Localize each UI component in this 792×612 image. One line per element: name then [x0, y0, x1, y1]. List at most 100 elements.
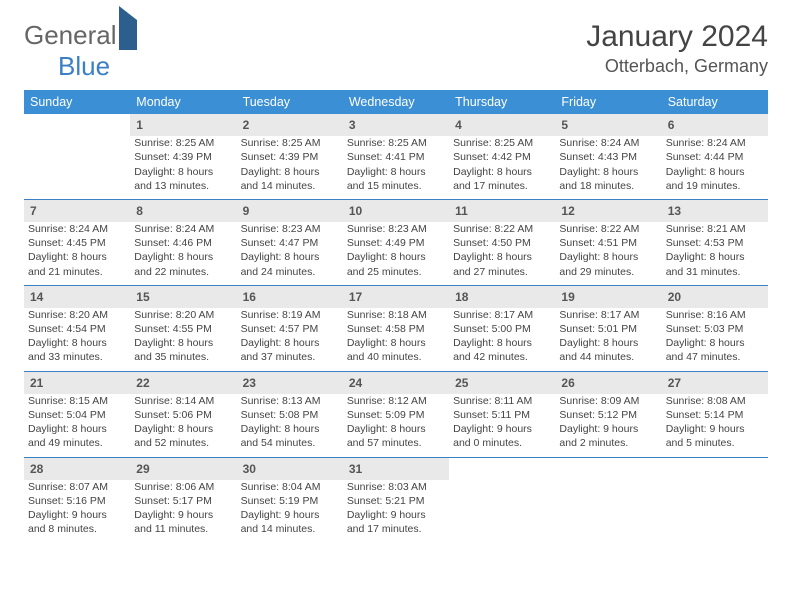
day-cell: Sunrise: 8:17 AMSunset: 5:01 PMDaylight:…: [555, 308, 661, 371]
day-cell: [555, 480, 661, 543]
day-cell-line: Daylight: 8 hours: [453, 250, 551, 264]
day-number: [24, 114, 130, 136]
day-number: [449, 458, 555, 480]
day-cell-line: Sunrise: 8:24 AM: [134, 222, 232, 236]
day-cell-line: Sunset: 5:01 PM: [559, 322, 657, 336]
day-cell-line: and 40 minutes.: [347, 350, 445, 364]
day-number: 13: [662, 200, 768, 222]
day-cell-line: Sunset: 5:14 PM: [666, 408, 764, 422]
day-cell-line: and 49 minutes.: [28, 436, 126, 450]
day-cell-line: Sunrise: 8:16 AM: [666, 308, 764, 322]
day-cell-line: Sunset: 5:06 PM: [134, 408, 232, 422]
day-cell-line: and 25 minutes.: [347, 265, 445, 279]
day-cell-line: Sunset: 4:39 PM: [241, 150, 339, 164]
day-cell: Sunrise: 8:16 AMSunset: 5:03 PMDaylight:…: [662, 308, 768, 371]
day-number: [662, 458, 768, 480]
day-cell-line: and 14 minutes.: [241, 179, 339, 193]
day-cell: Sunrise: 8:07 AMSunset: 5:16 PMDaylight:…: [24, 480, 130, 543]
day-cell: Sunrise: 8:25 AMSunset: 4:42 PMDaylight:…: [449, 136, 555, 199]
day-cell-line: Sunrise: 8:24 AM: [28, 222, 126, 236]
logo-triangle-icon: [119, 6, 137, 50]
day-cell-line: Sunrise: 8:24 AM: [666, 136, 764, 150]
day-cell-line: Daylight: 8 hours: [453, 165, 551, 179]
day-number: 2: [237, 114, 343, 136]
day-cell-line: Sunset: 4:45 PM: [28, 236, 126, 250]
daynum-row: 123456: [24, 114, 768, 136]
day-cell-line: Sunrise: 8:17 AM: [453, 308, 551, 322]
day-cell-line: Daylight: 8 hours: [347, 336, 445, 350]
day-cell-line: Daylight: 9 hours: [347, 508, 445, 522]
day-cell-line: Daylight: 8 hours: [241, 165, 339, 179]
day-cell-line: Sunset: 5:08 PM: [241, 408, 339, 422]
day-cell: Sunrise: 8:13 AMSunset: 5:08 PMDaylight:…: [237, 394, 343, 457]
day-number: 31: [343, 458, 449, 480]
day-cell-line: Sunrise: 8:15 AM: [28, 394, 126, 408]
day-cell-line: and 11 minutes.: [134, 522, 232, 536]
day-cell-line: Sunrise: 8:22 AM: [559, 222, 657, 236]
day-cell-line: and 42 minutes.: [453, 350, 551, 364]
day-cell-line: Daylight: 8 hours: [347, 165, 445, 179]
day-cell-line: Sunrise: 8:25 AM: [347, 136, 445, 150]
day-cell-line: Daylight: 8 hours: [559, 250, 657, 264]
day-number: 28: [24, 458, 130, 480]
dayname-header: Sunday: [24, 90, 130, 114]
day-cell-line: and 18 minutes.: [559, 179, 657, 193]
day-cell: Sunrise: 8:24 AMSunset: 4:46 PMDaylight:…: [130, 222, 236, 285]
day-cell-line: Sunset: 5:21 PM: [347, 494, 445, 508]
day-cell: Sunrise: 8:03 AMSunset: 5:21 PMDaylight:…: [343, 480, 449, 543]
day-cell: Sunrise: 8:18 AMSunset: 4:58 PMDaylight:…: [343, 308, 449, 371]
day-cell: Sunrise: 8:20 AMSunset: 4:54 PMDaylight:…: [24, 308, 130, 371]
day-cell-line: and 17 minutes.: [453, 179, 551, 193]
day-cell-line: Sunrise: 8:08 AM: [666, 394, 764, 408]
day-cell-line: and 22 minutes.: [134, 265, 232, 279]
day-number: 27: [662, 372, 768, 394]
calendar-table: SundayMondayTuesdayWednesdayThursdayFrid…: [24, 90, 768, 542]
dayname-header: Friday: [555, 90, 661, 114]
day-number: 25: [449, 372, 555, 394]
day-cell-line: Sunset: 5:16 PM: [28, 494, 126, 508]
day-number: 9: [237, 200, 343, 222]
day-cell-line: Sunset: 4:44 PM: [666, 150, 764, 164]
daynum-row: 21222324252627: [24, 372, 768, 394]
day-cell: Sunrise: 8:17 AMSunset: 5:00 PMDaylight:…: [449, 308, 555, 371]
day-cell-line: Daylight: 9 hours: [134, 508, 232, 522]
day-number: 29: [130, 458, 236, 480]
day-cell-line: and 5 minutes.: [666, 436, 764, 450]
title-block: January 2024 Otterbach, Germany: [586, 20, 768, 77]
day-cell: Sunrise: 8:06 AMSunset: 5:17 PMDaylight:…: [130, 480, 236, 543]
day-cell-line: and 15 minutes.: [347, 179, 445, 193]
logo: General Blue: [24, 20, 137, 82]
day-number: 3: [343, 114, 449, 136]
day-cell-line: Sunset: 5:11 PM: [453, 408, 551, 422]
day-cell-line: Sunset: 4:50 PM: [453, 236, 551, 250]
month-title: January 2024: [586, 20, 768, 54]
day-number: 18: [449, 286, 555, 308]
day-cell-line: and 37 minutes.: [241, 350, 339, 364]
day-cell-line: Daylight: 8 hours: [453, 336, 551, 350]
day-cell-line: and 31 minutes.: [666, 265, 764, 279]
day-number: 22: [130, 372, 236, 394]
logo-part1: General: [24, 20, 117, 50]
daynum-row: 78910111213: [24, 200, 768, 222]
day-cell: Sunrise: 8:20 AMSunset: 4:55 PMDaylight:…: [130, 308, 236, 371]
day-cell-line: Daylight: 8 hours: [241, 422, 339, 436]
day-number: 12: [555, 200, 661, 222]
day-cell-line: Sunrise: 8:25 AM: [134, 136, 232, 150]
day-cell-line: Daylight: 9 hours: [666, 422, 764, 436]
day-cell-line: Sunrise: 8:23 AM: [241, 222, 339, 236]
day-cell: Sunrise: 8:22 AMSunset: 4:51 PMDaylight:…: [555, 222, 661, 285]
day-cell-line: Daylight: 8 hours: [134, 250, 232, 264]
day-cell-line: and 33 minutes.: [28, 350, 126, 364]
day-cell-line: Daylight: 8 hours: [666, 250, 764, 264]
day-cell: Sunrise: 8:11 AMSunset: 5:11 PMDaylight:…: [449, 394, 555, 457]
day-cell-line: Sunrise: 8:22 AM: [453, 222, 551, 236]
day-cell-line: Sunset: 4:55 PM: [134, 322, 232, 336]
day-cell-line: Sunrise: 8:13 AM: [241, 394, 339, 408]
day-content-row: Sunrise: 8:15 AMSunset: 5:04 PMDaylight:…: [24, 394, 768, 457]
day-cell-line: Sunrise: 8:25 AM: [241, 136, 339, 150]
day-cell: Sunrise: 8:23 AMSunset: 4:47 PMDaylight:…: [237, 222, 343, 285]
day-number: 24: [343, 372, 449, 394]
day-content-row: Sunrise: 8:20 AMSunset: 4:54 PMDaylight:…: [24, 308, 768, 371]
day-cell-line: Sunset: 5:00 PM: [453, 322, 551, 336]
day-cell-line: Daylight: 8 hours: [559, 336, 657, 350]
